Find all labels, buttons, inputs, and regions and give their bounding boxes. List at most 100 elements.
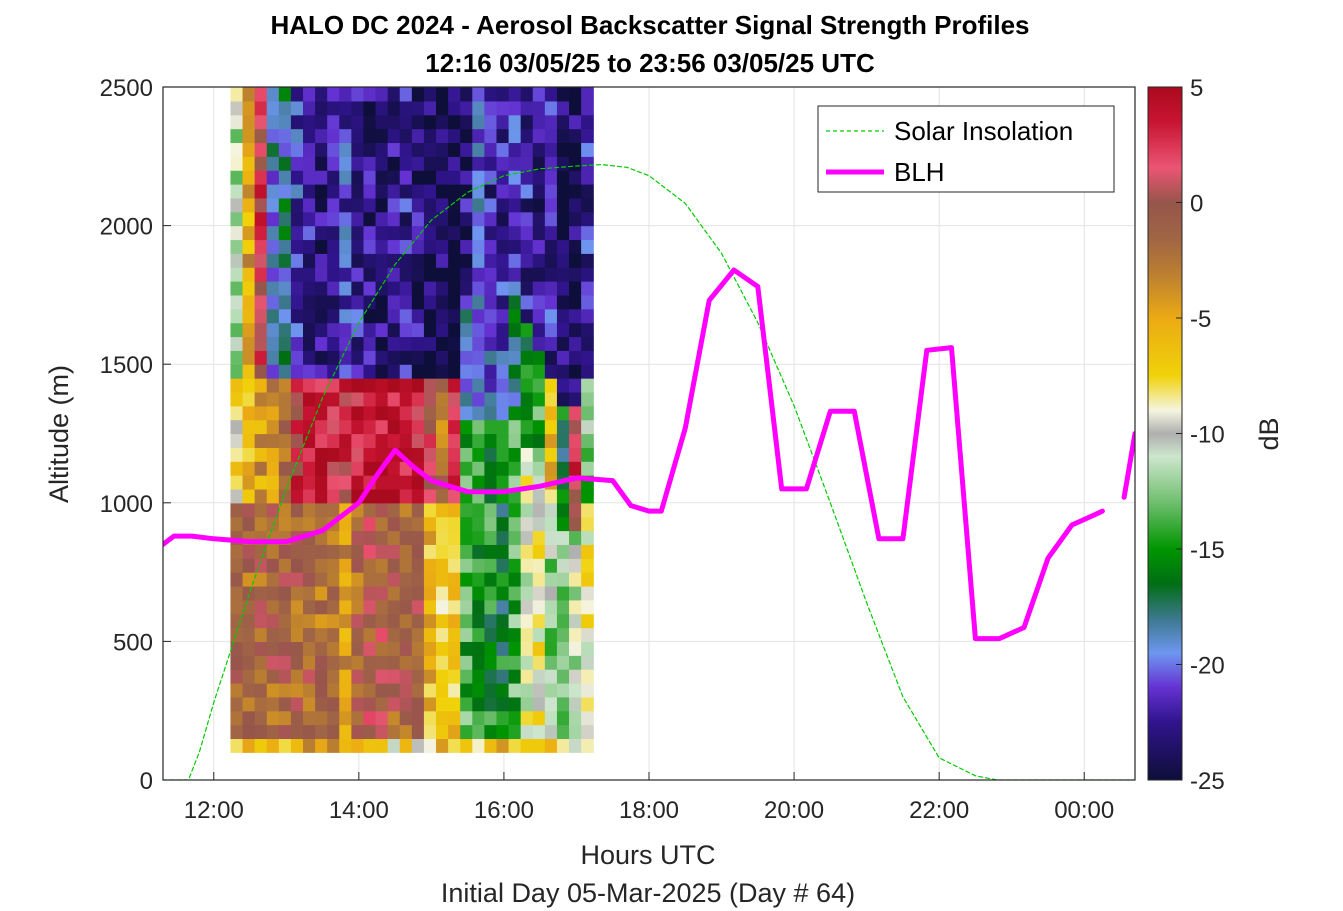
heatmap-cell: [544, 433, 558, 448]
heatmap-cell: [448, 433, 461, 448]
heatmap-cell: [290, 544, 304, 559]
heatmap-cell: [230, 710, 244, 726]
heatmap-cell: [242, 696, 256, 712]
heatmap-cell: [363, 364, 377, 379]
heatmap-cell: [278, 170, 292, 185]
heatmap-cell: [278, 461, 292, 476]
heatmap-cell: [351, 599, 365, 615]
heatmap-cell: [303, 544, 316, 559]
heatmap-cell: [278, 281, 292, 296]
heatmap-cell: [581, 294, 594, 310]
heatmap-cell: [303, 655, 316, 670]
heatmap-cell: [290, 281, 304, 296]
heatmap-cell: [351, 378, 365, 393]
heatmap-cell: [315, 669, 328, 684]
heatmap-cell: [375, 488, 389, 504]
heatmap-cell: [544, 336, 558, 351]
heatmap-cell: [448, 364, 461, 379]
heatmap-cell: [569, 405, 582, 421]
heatmap-cell: [556, 322, 570, 338]
heatmap-cell: [315, 364, 328, 379]
heatmap-cell: [544, 530, 558, 545]
heatmap-cell: [532, 558, 546, 573]
heatmap-cell: [423, 225, 437, 241]
heatmap-cell: [544, 488, 558, 504]
heatmap-cell: [411, 558, 425, 573]
heatmap-cell: [351, 447, 365, 462]
heatmap-cell: [508, 170, 522, 185]
heatmap-cell: [399, 669, 413, 684]
heatmap-cell: [363, 142, 377, 157]
heatmap-cell: [508, 239, 522, 254]
heatmap-cell: [569, 308, 582, 324]
heatmap-cell: [230, 197, 244, 213]
heatmap-cell: [327, 544, 340, 559]
heatmap-cell: [472, 710, 485, 726]
heatmap-cell: [327, 655, 340, 670]
heatmap-cell: [339, 613, 352, 629]
heatmap-cell: [484, 682, 498, 698]
heatmap-cell: [375, 391, 389, 407]
heatmap-cell: [581, 613, 594, 629]
heatmap-cell: [556, 211, 570, 227]
heatmap-cell: [303, 225, 316, 241]
heatmap-cell: [327, 281, 340, 296]
heatmap-cell: [278, 364, 292, 379]
heatmap-cell: [266, 378, 280, 393]
x-tick-label: 18:00: [619, 797, 679, 824]
heatmap-cell: [556, 336, 570, 351]
heatmap-cell: [496, 378, 510, 393]
heatmap-cell: [520, 156, 534, 171]
heatmap-cell: [411, 530, 425, 545]
heatmap-cell: [544, 419, 558, 435]
heatmap-cell: [266, 225, 280, 241]
heatmap-cell: [520, 87, 534, 102]
heatmap-cell: [581, 281, 594, 296]
heatmap-cell: [508, 267, 522, 282]
heatmap-cell: [230, 641, 244, 656]
heatmap-cell: [484, 308, 498, 324]
heatmap-cell: [315, 724, 328, 740]
heatmap-cell: [496, 308, 510, 324]
heatmap-cell: [278, 613, 292, 629]
heatmap-cell: [460, 142, 473, 157]
heatmap-cell: [315, 682, 328, 698]
heatmap-cell: [532, 378, 546, 393]
heatmap-cell: [423, 627, 437, 642]
heatmap-cell: [363, 419, 377, 435]
heatmap-cell: [375, 114, 389, 130]
heatmap-cell: [496, 87, 510, 102]
heatmap-cell: [472, 475, 485, 490]
heatmap-cell: [460, 599, 473, 615]
heatmap-cell: [472, 682, 485, 698]
heatmap-cell: [387, 696, 401, 712]
heatmap-cell: [315, 544, 328, 559]
heatmap-cell: [339, 724, 352, 740]
heatmap-cell: [303, 253, 316, 268]
heatmap-cell: [581, 433, 594, 448]
heatmap-cell: [569, 419, 582, 435]
heatmap-cell: [569, 267, 582, 282]
heatmap-cell: [327, 627, 340, 642]
heatmap-cell: [544, 294, 558, 310]
heatmap-cell: [254, 641, 268, 656]
heatmap-cell: [363, 336, 377, 351]
heatmap-cell: [544, 142, 558, 157]
y-tick-label: 1500: [100, 352, 153, 379]
heatmap-cell: [520, 738, 534, 753]
heatmap-cell: [266, 197, 280, 213]
heatmap-cell: [411, 433, 425, 448]
heatmap-cell: [423, 128, 437, 144]
heatmap-cell: [339, 516, 352, 532]
heatmap-cell: [242, 197, 256, 213]
heatmap-cell: [411, 294, 425, 310]
heatmap-cell: [230, 669, 244, 684]
heatmap-cell: [363, 184, 377, 199]
heatmap-cell: [315, 405, 328, 421]
heatmap-cell: [399, 558, 413, 573]
heatmap-cell: [556, 502, 570, 518]
heatmap-cell: [436, 197, 449, 213]
heatmap-cell: [399, 170, 413, 185]
heatmap-cell: [411, 308, 425, 324]
heatmap-cell: [351, 225, 365, 241]
